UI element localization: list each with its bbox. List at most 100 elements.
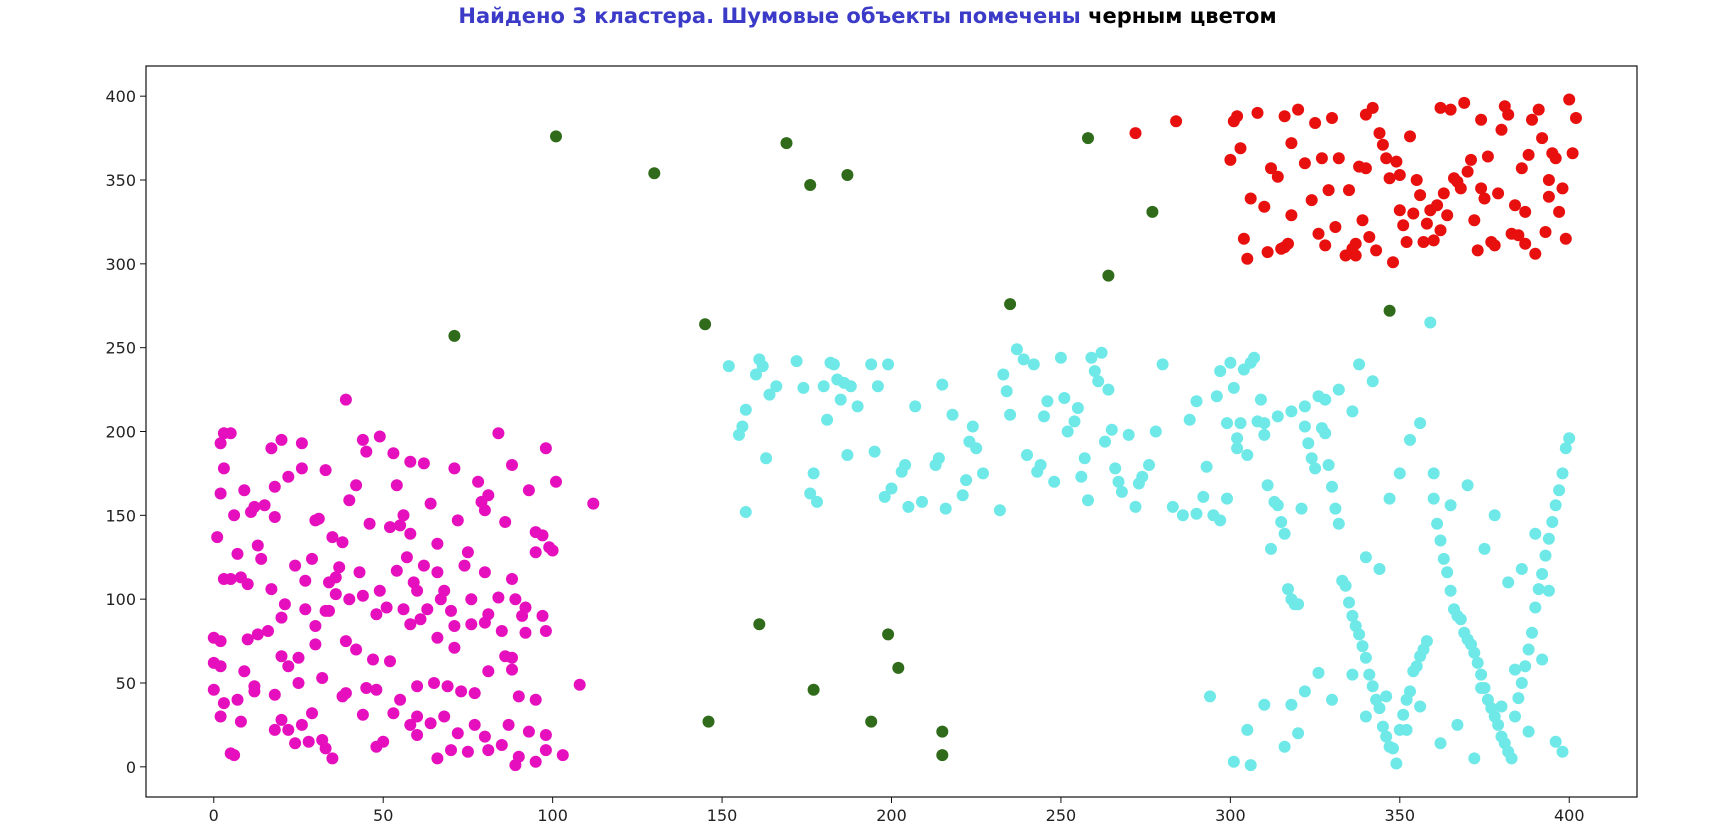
data-point xyxy=(448,329,461,342)
data-point xyxy=(384,655,396,668)
data-point xyxy=(1526,626,1538,639)
data-point xyxy=(841,449,854,461)
data-point xyxy=(397,603,410,616)
data-point xyxy=(478,566,491,579)
data-point xyxy=(1512,229,1525,242)
x-tick-label: 350 xyxy=(1385,806,1416,825)
data-point xyxy=(1170,115,1183,128)
data-point xyxy=(1400,236,1413,248)
data-point xyxy=(539,729,552,741)
data-point xyxy=(1475,182,1488,195)
data-point xyxy=(499,516,512,528)
data-point xyxy=(1258,428,1271,441)
data-point xyxy=(275,433,288,446)
data-point xyxy=(1427,492,1440,505)
data-point xyxy=(763,388,776,401)
data-point xyxy=(1332,517,1345,530)
data-point xyxy=(1204,690,1216,703)
data-point xyxy=(1227,381,1240,394)
data-point xyxy=(282,470,295,483)
data-point xyxy=(780,137,793,150)
data-point xyxy=(885,482,898,495)
data-point xyxy=(1237,232,1250,245)
data-point xyxy=(1271,499,1284,512)
data-point xyxy=(1082,132,1094,145)
data-point xyxy=(1505,752,1518,765)
data-point xyxy=(1343,184,1355,197)
data-point xyxy=(1420,635,1433,648)
data-point xyxy=(262,625,274,637)
data-point xyxy=(245,506,257,518)
data-point xyxy=(1265,162,1277,175)
data-point xyxy=(1434,224,1447,237)
data-point xyxy=(1397,219,1410,232)
data-point xyxy=(1298,420,1311,433)
data-point xyxy=(1224,356,1237,369)
data-point xyxy=(1481,150,1494,163)
data-point xyxy=(255,552,268,565)
data-point xyxy=(373,430,386,443)
data-point xyxy=(1285,209,1298,222)
data-point xyxy=(292,677,305,689)
data-point xyxy=(1292,598,1305,611)
data-point xyxy=(1156,358,1169,371)
data-point xyxy=(1468,214,1481,227)
data-point xyxy=(997,368,1010,381)
data-point xyxy=(1495,700,1508,713)
data-point xyxy=(299,574,312,587)
data-point xyxy=(1522,725,1535,738)
data-point xyxy=(278,598,291,611)
data-point xyxy=(770,380,783,393)
data-point xyxy=(289,559,302,572)
data-point xyxy=(960,474,973,487)
data-point xyxy=(1004,298,1017,311)
points-layer xyxy=(207,93,1582,772)
data-point xyxy=(268,688,281,701)
data-point xyxy=(1515,677,1528,689)
data-point xyxy=(1112,475,1125,488)
data-point xyxy=(451,727,464,740)
data-point xyxy=(400,551,413,564)
data-point xyxy=(234,715,247,728)
data-point xyxy=(1522,643,1535,656)
data-point xyxy=(1366,680,1379,693)
data-point xyxy=(1404,685,1416,698)
data-point xyxy=(1397,708,1410,721)
data-point xyxy=(350,643,363,656)
data-point xyxy=(445,744,457,757)
data-point xyxy=(1383,172,1396,185)
y-tick-label: 0 xyxy=(126,758,136,777)
data-point xyxy=(363,517,376,530)
data-point xyxy=(350,479,363,492)
data-point xyxy=(1441,209,1454,222)
data-point xyxy=(1349,237,1362,250)
data-point xyxy=(248,685,261,698)
chart-title: Найдено 3 кластера. Шумовые объекты поме… xyxy=(0,4,1735,28)
data-point xyxy=(699,318,712,331)
data-point xyxy=(404,455,417,468)
data-point xyxy=(573,678,586,691)
data-point xyxy=(465,593,478,606)
data-point xyxy=(295,718,308,731)
data-point xyxy=(424,497,437,510)
data-point xyxy=(702,715,715,728)
data-point xyxy=(1319,427,1332,440)
data-point xyxy=(1542,584,1555,597)
data-point xyxy=(522,725,535,738)
data-point xyxy=(1092,375,1105,388)
data-point xyxy=(1393,467,1406,480)
data-point xyxy=(1282,583,1294,596)
data-point xyxy=(1109,462,1122,475)
data-point xyxy=(750,368,762,381)
data-point xyxy=(1380,690,1393,703)
data-point xyxy=(1004,408,1017,421)
data-point xyxy=(461,546,474,559)
data-point xyxy=(448,462,461,475)
data-point xyxy=(289,737,302,750)
data-point xyxy=(431,537,444,550)
data-point xyxy=(282,723,295,736)
data-point xyxy=(1512,692,1525,705)
data-point xyxy=(909,400,922,413)
data-point xyxy=(1166,500,1179,513)
